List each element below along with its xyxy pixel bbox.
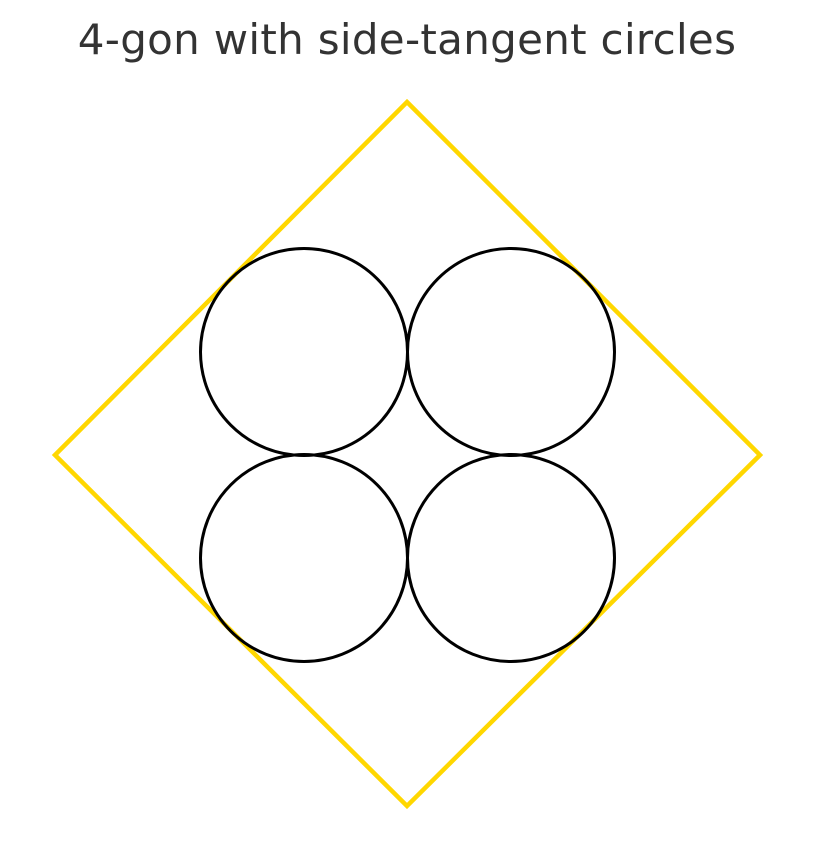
square-polygon <box>51 98 764 810</box>
circle-top-left <box>199 247 409 457</box>
circle-bottom-right <box>406 453 616 663</box>
figure-title: 4-gon with side-tangent circles <box>77 15 737 64</box>
circle-bottom-left <box>199 453 409 663</box>
circle-top-right <box>406 247 616 457</box>
